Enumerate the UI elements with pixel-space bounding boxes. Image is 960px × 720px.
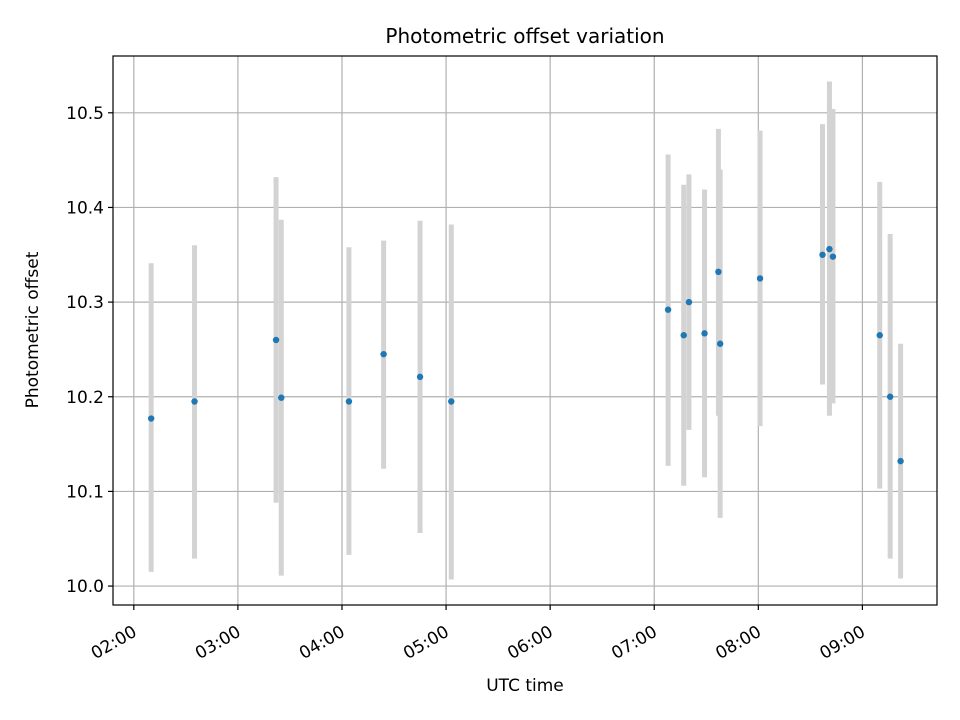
- data-point: [715, 268, 722, 276]
- data-point: [191, 398, 198, 405]
- data-point: [380, 350, 387, 358]
- data-point: [756, 275, 764, 282]
- x-axis-label: UTC time: [486, 676, 564, 696]
- grid-lines: [113, 56, 937, 605]
- data-point: [701, 330, 708, 337]
- data-point: [716, 340, 724, 347]
- data-point: [876, 332, 883, 339]
- y-tick-label: 10.3: [66, 293, 104, 313]
- data-points: [147, 245, 904, 465]
- data-point: [680, 332, 687, 339]
- y-tick-label: 10.5: [66, 104, 104, 124]
- data-point: [685, 298, 693, 306]
- y-tick-label: 10.4: [66, 198, 104, 218]
- data-point: [448, 398, 455, 405]
- chart-title: Photometric offset variation: [385, 24, 664, 48]
- data-point: [416, 373, 424, 381]
- data-point: [278, 394, 285, 401]
- y-tick-label: 10.1: [66, 482, 104, 502]
- data-point: [886, 393, 894, 400]
- plot-frame: [112, 55, 938, 606]
- data-point: [826, 245, 833, 253]
- y-axis-label: Photometric offset: [23, 251, 43, 408]
- data-point: [829, 253, 837, 260]
- y-axis-ticks: 10.0 10.1 10.2 10.3 10.4 10.5: [66, 104, 113, 597]
- data-point: [147, 415, 155, 422]
- data-point: [819, 251, 826, 258]
- data-point: [664, 306, 672, 313]
- data-point: [272, 336, 280, 344]
- data-point: [897, 457, 904, 465]
- y-tick-label: 10.0: [66, 577, 104, 597]
- data-point: [345, 398, 353, 405]
- y-tick-label: 10.2: [66, 388, 104, 408]
